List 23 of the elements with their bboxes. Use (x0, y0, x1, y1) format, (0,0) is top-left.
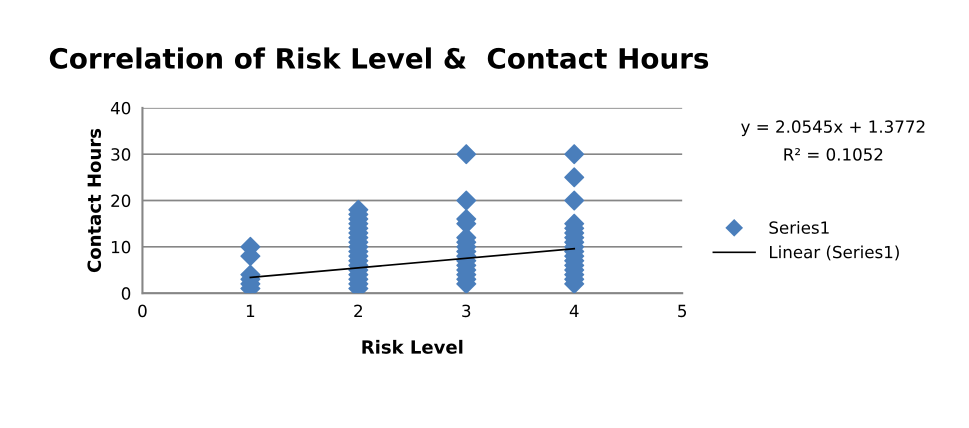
y-tick-label: 10 (112, 240, 130, 254)
x-tick-label: 5 (678, 304, 686, 318)
y-tick-label: 40 (110, 102, 130, 114)
point (564, 144, 584, 164)
text: y = 2.0545x + 1.3772 (741, 120, 924, 136)
x-tick-label: 1 (246, 304, 254, 317)
point (564, 167, 584, 188)
x-tick-label: 3 (462, 304, 470, 318)
text: R² = 0.1052 (784, 148, 882, 161)
y-tick-label: 0 (122, 287, 130, 300)
x-tick-label: 2 (354, 304, 362, 317)
x-tick-label: 4 (570, 304, 579, 317)
legend-label: Series1 (769, 220, 829, 234)
legend-label: Linear (Series1) (770, 245, 899, 260)
y-tick-label: 20 (111, 194, 130, 208)
x-axis-title: Risk Level (362, 340, 462, 354)
x-tick-label: 0 (138, 304, 147, 318)
point (564, 190, 584, 211)
point (456, 190, 476, 211)
chart-title: Correlation of Risk Level & Contact Hours (50, 47, 708, 69)
y-axis-title: Contact Hours (87, 128, 102, 272)
y-tick-label: 30 (111, 148, 130, 161)
point (456, 144, 476, 164)
